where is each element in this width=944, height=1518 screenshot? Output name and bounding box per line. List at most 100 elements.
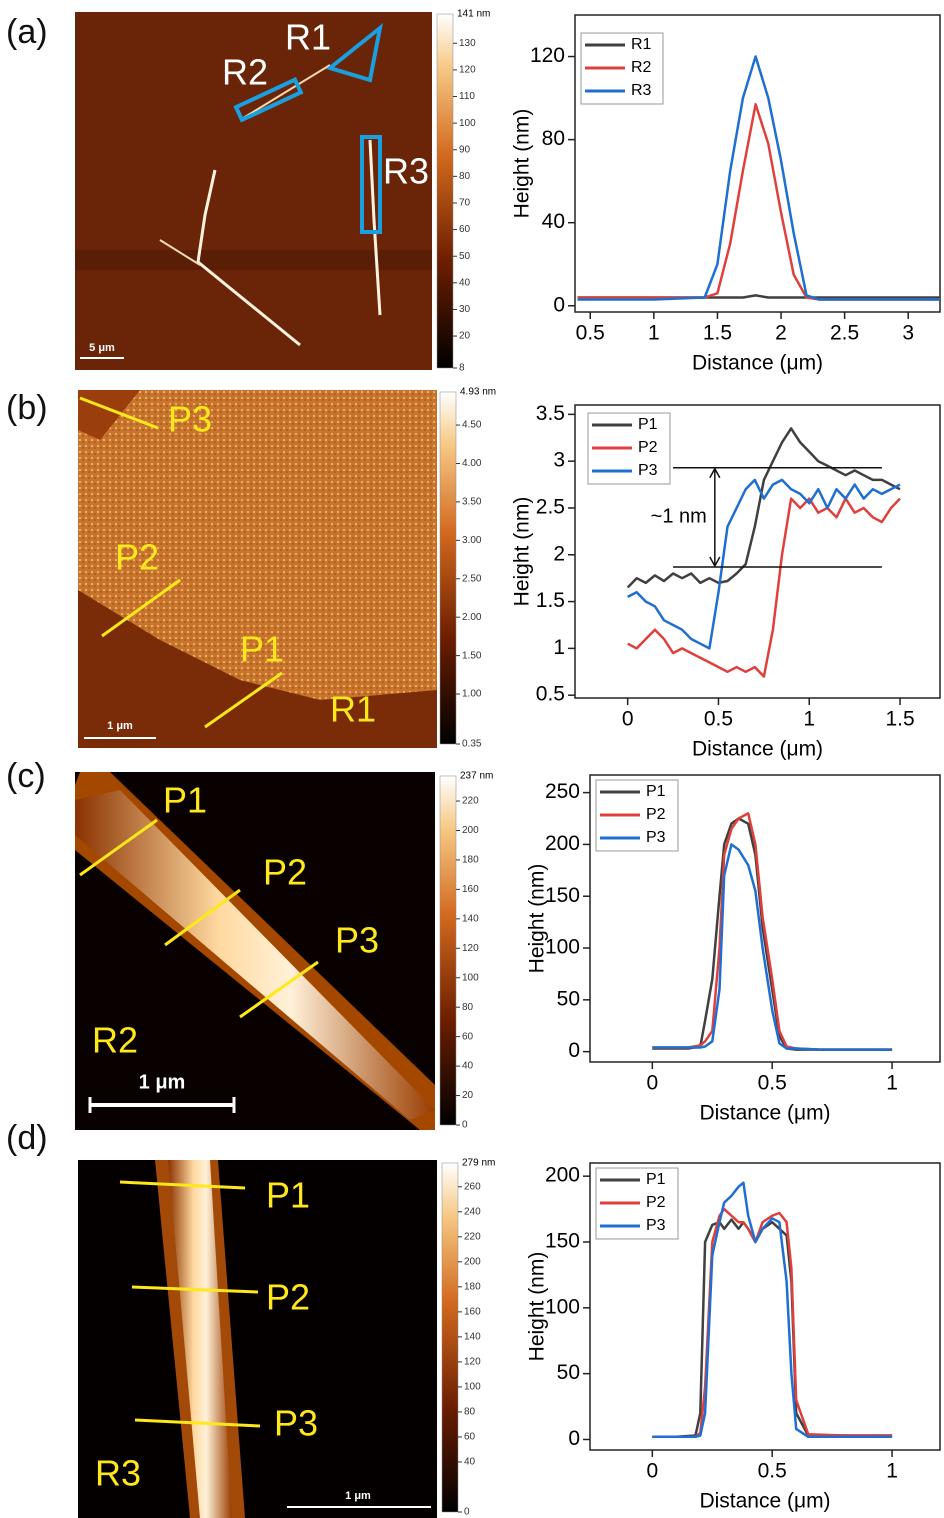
arrow-head (709, 467, 721, 568)
colorbar-tick-label: 60 (459, 224, 471, 235)
x-tick-label: 2 (775, 322, 787, 345)
profile-label: P2 (115, 537, 159, 578)
afm-image-a: (a) R1 R2 R3 5 μm (6, 12, 432, 370)
colorbar-tick-label: 220 (464, 1231, 481, 1242)
y-tick-label: 120 (530, 44, 565, 67)
scale-bar-label: 5 μm (89, 342, 115, 354)
colorbar-tick-label: 2.00 (462, 612, 482, 623)
x-tick-label: 0.5 (758, 1460, 787, 1483)
colorbar-tick-label: 180 (464, 1281, 481, 1292)
colorbar-tick-label: 60 (464, 1432, 476, 1443)
colorbar-tick-label: 70 (459, 198, 471, 209)
y-tick-label: 0 (553, 293, 565, 316)
data-line (577, 103, 940, 301)
scale-bar-label: 1 μm (139, 1071, 186, 1093)
x-axis-title: Distance (μm) (692, 352, 823, 375)
y-tick-label: 2 (553, 542, 565, 565)
colorbar-tick-label: 60 (462, 1031, 474, 1042)
colorbar-tick-label: 180 (462, 855, 479, 866)
panel-label: (d) (6, 1119, 48, 1157)
data-line (627, 497, 901, 678)
colorbar-tick-label: 80 (459, 171, 471, 182)
profile-label: P3 (335, 920, 379, 961)
region-label: R3 (95, 1453, 141, 1494)
colorbar-tick-label: 240 (464, 1206, 481, 1217)
y-tick-label: 50 (557, 987, 580, 1010)
x-axis-title: Distance (μm) (699, 1102, 830, 1125)
colorbar (436, 13, 454, 369)
plot-frame (589, 1162, 941, 1451)
y-tick-label: 3 (553, 449, 565, 472)
panel-label: (b) (6, 389, 48, 427)
legend-label: P1 (646, 1171, 666, 1188)
colorbar (439, 775, 457, 1126)
colorbar-tick-label: 200 (462, 825, 479, 836)
colorbar-tick-label: 100 (464, 1382, 481, 1393)
region-label: R1 (330, 689, 376, 730)
x-tick-label: 1 (648, 322, 660, 345)
colorbar-tick-label: 260 (464, 1181, 481, 1192)
y-tick-label: 250 (545, 780, 580, 803)
profile-label: P3 (274, 1403, 318, 1444)
y-tick-label: 150 (545, 884, 580, 907)
x-tick-label: 3 (902, 322, 914, 345)
colorbar-tick-label: 200 (464, 1256, 481, 1267)
x-tick-label: 1 (886, 1072, 898, 1095)
colorbar-max-label: 4.93 nm (460, 387, 496, 398)
colorbar-max-label: 279 nm (462, 1158, 495, 1169)
colorbar-tick-label: 100 (459, 118, 476, 129)
x-tick-label: 1.5 (885, 708, 914, 731)
profile-label: P1 (240, 629, 284, 670)
legend-label: P3 (638, 462, 658, 479)
legend-label: P2 (638, 439, 658, 456)
colorbar-tick-label: 90 (459, 144, 471, 155)
y-tick-label: 0.5 (536, 683, 565, 706)
plot-frame (574, 404, 941, 699)
x-tick-label: 0.5 (704, 708, 733, 731)
x-tick-label: 2.5 (830, 322, 859, 345)
afm-image-c: (c) P1 P2 P3 R2 1 μm (6, 757, 435, 1130)
region-label: R1 (285, 17, 331, 58)
colorbar-tick-label: 50 (459, 251, 471, 262)
profile-label: P2 (266, 1277, 310, 1318)
region-label: R2 (92, 1020, 138, 1061)
x-tick-label: 1 (803, 708, 815, 731)
y-tick-label: 0 (568, 1039, 580, 1062)
colorbar-tick-label: 40 (459, 277, 471, 288)
y-tick-label: 0 (568, 1427, 580, 1450)
legend-label: P2 (646, 1194, 666, 1211)
colorbar-tick-label: 120 (462, 943, 479, 954)
colorbar-tick-label: 120 (459, 65, 476, 76)
profile-label: P3 (168, 399, 212, 440)
profile-label: P2 (263, 852, 307, 893)
colorbar-tick-label: 4.50 (462, 420, 482, 431)
colorbar-tick-label: 40 (464, 1457, 476, 1468)
colorbar-tick-label: 220 (462, 796, 479, 807)
x-tick-label: 0 (646, 1460, 658, 1483)
colorbar-tick-label: 130 (459, 38, 476, 49)
legend-label: P1 (646, 783, 666, 800)
y-axis-title: Height (nm) (511, 497, 534, 607)
panel-label: (a) (6, 13, 48, 51)
profile-label: P1 (266, 1175, 310, 1216)
colorbar-tick-label: 1.50 (462, 650, 482, 661)
colorbar-tick-label: 160 (462, 884, 479, 895)
y-tick-label: 50 (557, 1361, 580, 1384)
colorbar-tick-label: 110 (459, 91, 475, 102)
x-tick-label: 1 (886, 1460, 898, 1483)
colorbar (439, 391, 457, 745)
x-axis-title: Distance (μm) (699, 1490, 830, 1513)
colorbar-tick-label: 4.00 (462, 458, 482, 469)
x-tick-label: 1.5 (703, 322, 732, 345)
legend-label: P2 (646, 806, 666, 823)
y-tick-label: 80 (542, 127, 565, 150)
y-tick-label: 3.5 (536, 402, 565, 425)
x-tick-label: 0.5 (758, 1072, 787, 1095)
y-tick-label: 2.5 (536, 496, 565, 519)
region-label: R2 (222, 52, 268, 93)
colorbar-tick-label: 160 (464, 1306, 481, 1317)
data-line (652, 812, 893, 1051)
legend-label: R1 (631, 36, 652, 53)
legend-label: R3 (631, 82, 652, 99)
